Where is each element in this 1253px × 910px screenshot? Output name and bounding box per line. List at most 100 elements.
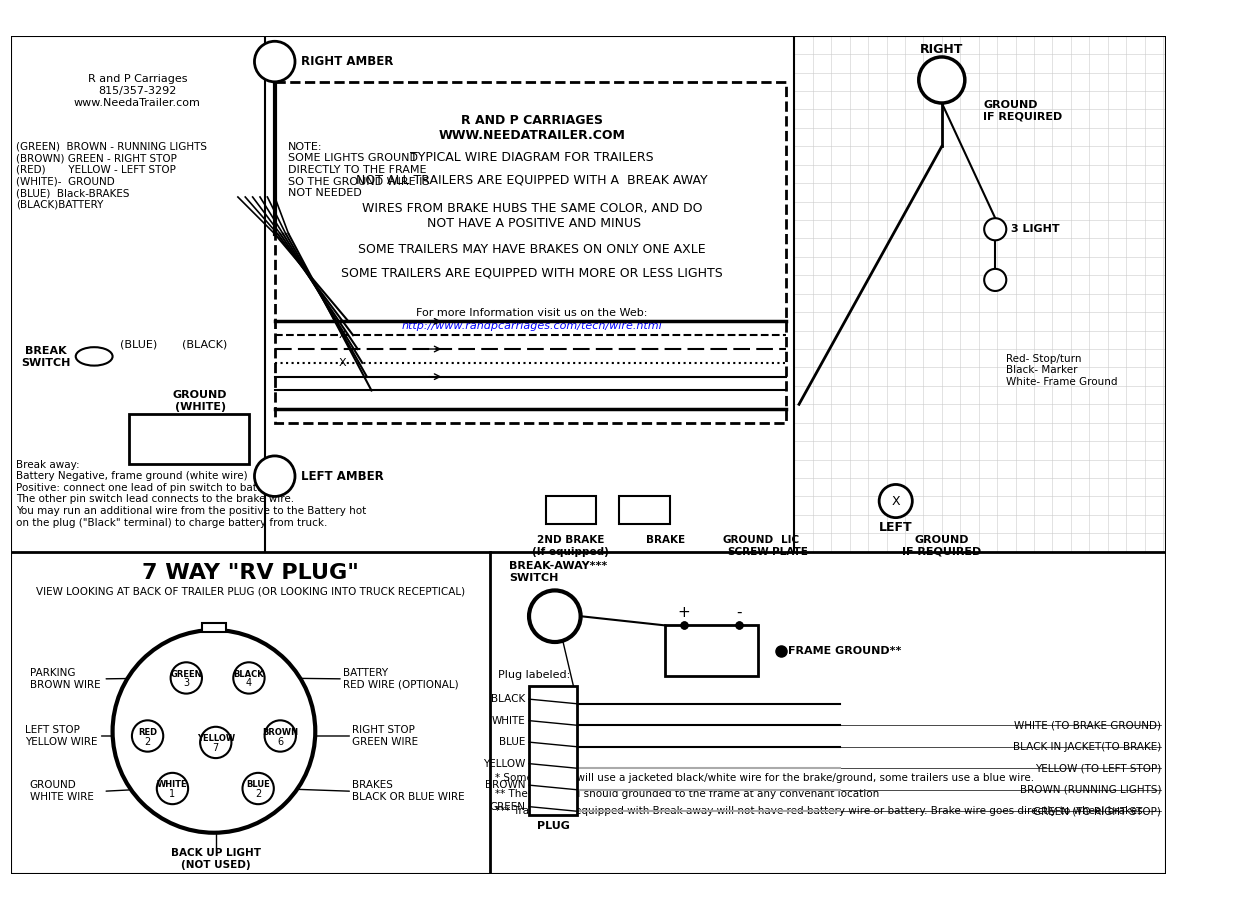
Text: GREEN (TO RIGHT STOP): GREEN (TO RIGHT STOP) [1034,806,1162,816]
Ellipse shape [75,348,113,366]
Text: BROWN: BROWN [485,780,525,790]
Text: BAT.: BAT. [697,644,727,657]
Text: 815/357-3292: 815/357-3292 [98,86,177,96]
Text: 6: 6 [277,736,283,746]
Text: X: X [340,358,347,368]
Text: LEFT STOP
YELLOW WIRE: LEFT STOP YELLOW WIRE [25,725,98,747]
Text: 2: 2 [144,736,150,746]
Text: 7 WAY "RV PLUG": 7 WAY "RV PLUG" [143,562,360,582]
Bar [202,622,226,632]
Circle shape [918,57,965,103]
Bar [545,497,596,524]
Text: VIEW LOOKING AT BACK OF TRAILER PLUG (OR LOOKING INTO TRUCK RECEPTICAL): VIEW LOOKING AT BACK OF TRAILER PLUG (OR… [36,587,465,597]
Text: SOME TRAILERS ARE EQUIPPED WITH MORE OR LESS LIGHTS: SOME TRAILERS ARE EQUIPPED WITH MORE OR … [341,266,723,279]
Text: www.NeedaTrailer.com: www.NeedaTrailer.com [74,98,200,108]
Circle shape [113,630,316,833]
Text: R and P Carriages: R and P Carriages [88,75,187,85]
Bar [274,82,786,423]
Text: +: + [678,605,690,620]
Text: GROUND
SCREW: GROUND SCREW [723,535,774,557]
Text: BLUE: BLUE [247,781,271,789]
Text: BRAKE: BRAKE [645,535,685,545]
Text: BLACK: BLACK [233,670,264,679]
Bar [665,625,758,676]
Text: NOT ALL TRAILERS ARE EQUIPPED WITH A  BREAK AWAY: NOT ALL TRAILERS ARE EQUIPPED WITH A BRE… [356,174,708,187]
Text: BRAKES
BLACK OR BLUE WIRE: BRAKES BLACK OR BLUE WIRE [352,781,465,802]
Text: LEFT: LEFT [878,521,912,534]
Text: Red- Stop/turn
Black- Marker
White- Frame Ground: Red- Stop/turn Black- Marker White- Fram… [1006,354,1118,387]
Text: YELLOW: YELLOW [482,759,525,769]
Text: PLUG: PLUG [536,821,569,831]
Circle shape [200,727,232,758]
Text: BREAK
SWITCH: BREAK SWITCH [21,347,71,368]
Text: BREAK-AWAY***
SWITCH: BREAK-AWAY*** SWITCH [509,561,606,582]
Text: GROUND
(WHITE): GROUND (WHITE) [173,390,227,412]
Text: For more Information visit us on the Web:: For more Information visit us on the Web… [416,308,648,318]
Text: TYPICAL WIRE DIAGRAM FOR TRAILERS: TYPICAL WIRE DIAGRAM FOR TRAILERS [410,151,654,164]
Text: NOTE:
SOME LIGHTS GROUND
DIRECTLY TO THE FRAME
SO THE GROUND WIRE IS
NOT NEEDED: NOTE: SOME LIGHTS GROUND DIRECTLY TO THE… [288,142,429,198]
Circle shape [880,484,912,518]
Text: BLACK: BLACK [491,694,525,704]
Text: Break away:
Battery Negative, frame ground (white wire)
Positive: connect one le: Break away: Battery Negative, frame grou… [16,460,366,528]
Text: LEFT AMBER: LEFT AMBER [301,470,383,482]
Text: GROUND
IF REQUIRED: GROUND IF REQUIRED [984,100,1063,122]
Text: LIC
PLATE: LIC PLATE [772,535,808,557]
Text: 7: 7 [213,743,219,753]
Circle shape [984,268,1006,291]
Circle shape [254,456,294,497]
Text: RIGHT STOP
GREEN WIRE: RIGHT STOP GREEN WIRE [352,725,419,747]
Text: FRAME GROUND**: FRAME GROUND** [788,646,901,656]
Text: RED: RED [138,728,157,737]
Text: R AND P CARRIAGES
WWW.NEEDATRAILER.COM: R AND P CARRIAGES WWW.NEEDATRAILER.COM [439,114,625,142]
Text: 3 LIGHT: 3 LIGHT [1011,224,1060,234]
Text: PARKING
BROWN WIRE: PARKING BROWN WIRE [30,668,100,690]
Text: YELLOW: YELLOW [197,734,234,743]
Text: 4: 4 [246,679,252,689]
Text: *** Trailers not equipped with Break away will not have red battery wire or batt: *** Trailers not equipped with Break awa… [495,806,1146,816]
Text: X: X [891,494,900,508]
Text: RIGHT: RIGHT [920,43,964,56]
Circle shape [157,773,188,804]
Text: BATTERY
RED WIRE (OPTIONAL): BATTERY RED WIRE (OPTIONAL) [343,668,459,690]
Text: YELLOW (TO LEFT STOP): YELLOW (TO LEFT STOP) [1035,763,1162,774]
Circle shape [243,773,274,804]
Text: -: - [737,605,742,620]
Circle shape [233,662,264,693]
Text: (BLUE): (BLUE) [120,339,157,349]
Circle shape [132,721,163,752]
Text: BLUE: BLUE [499,737,525,747]
Text: 1: 1 [169,789,175,799]
Text: SOME TRAILERS MAY HAVE BRAKES ON ONLY ONE AXLE: SOME TRAILERS MAY HAVE BRAKES ON ONLY ON… [358,243,705,256]
Circle shape [170,662,202,693]
Text: WHITE: WHITE [157,781,188,789]
Text: 2: 2 [256,789,262,799]
Text: * Some trailers will use a jacketed black/white wire for the brake/ground, some : * Some trailers will use a jacketed blac… [495,773,1034,783]
Text: ** The white will should grounded to the frame at any convenant location: ** The white will should grounded to the… [495,790,880,799]
Text: BREAK AWAY: BREAK AWAY [149,433,229,443]
Text: BLACK IN JACKET(TO BRAKE): BLACK IN JACKET(TO BRAKE) [1012,742,1162,752]
Text: BACK UP LIGHT
(NOT USED): BACK UP LIGHT (NOT USED) [170,848,261,870]
Text: http://www.randpcarriages.com/tech/wire.html: http://www.randpcarriages.com/tech/wire.… [401,321,662,331]
Text: 2ND BRAKE
(If equipped): 2ND BRAKE (If equipped) [533,535,609,557]
Text: (GREEN)  BROWN - RUNNING LIGHTS
(BROWN) GREEN - RIGHT STOP
(RED)       YELLOW - : (GREEN) BROWN - RUNNING LIGHTS (BROWN) G… [16,142,207,209]
Text: X: X [340,330,347,340]
Bar [129,413,249,464]
Text: RIGHT AMBER: RIGHT AMBER [301,56,393,68]
Text: Plug labeled:: Plug labeled: [497,670,570,680]
Text: GROUND
IF REQUIRED: GROUND IF REQUIRED [902,535,981,557]
Text: (BLACK): (BLACK) [182,339,227,349]
Text: 3: 3 [183,679,189,689]
Text: BROWN: BROWN [262,728,298,737]
Bar [529,686,576,815]
Text: GROUND
WHITE WIRE: GROUND WHITE WIRE [30,781,94,802]
Text: GREEN: GREEN [170,670,202,679]
Circle shape [254,41,294,82]
Text: WIRES FROM BRAKE HUBS THE SAME COLOR, AND DO
 NOT HAVE A POSITIVE AND MINUS: WIRES FROM BRAKE HUBS THE SAME COLOR, AN… [362,202,702,229]
Circle shape [984,218,1006,240]
Text: BROWN (RUNNING LIGHTS): BROWN (RUNNING LIGHTS) [1020,784,1162,794]
Circle shape [529,591,580,642]
Bar [619,497,670,524]
Text: GREEN: GREEN [490,802,525,812]
Circle shape [264,721,296,752]
Text: WHITE: WHITE [491,715,525,725]
